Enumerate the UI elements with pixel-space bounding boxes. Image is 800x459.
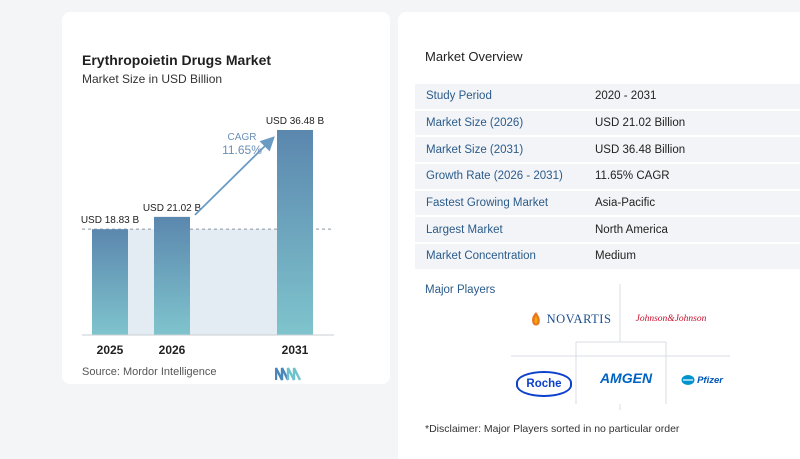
cagr-label: CAGR xyxy=(228,132,257,143)
major-players-title: Major Players xyxy=(425,284,496,296)
data-label-2025: USD 18.83 B xyxy=(81,215,140,226)
overview-row-concentration: Market Concentration Medium xyxy=(415,244,800,271)
data-label-2031: USD 36.48 B xyxy=(266,116,325,127)
overview-row-growth-rate: Growth Rate (2026 - 2031) 11.65% CAGR xyxy=(415,164,800,191)
row-label: Largest Market xyxy=(426,223,503,236)
tick-label-2025: 2025 xyxy=(97,343,124,357)
row-label: Market Size (2031) xyxy=(426,143,524,156)
overview-row-study-period: Study Period 2020 - 2031 xyxy=(415,84,800,111)
row-value: North America xyxy=(595,223,668,236)
tick-label-2026: 2026 xyxy=(159,343,186,357)
row-label: Market Size (2026) xyxy=(426,117,524,130)
overview-row-largest-market: Largest Market North America xyxy=(415,217,800,245)
row-label: Growth Rate (2026 - 2031) xyxy=(426,170,563,183)
chart-card: Erythropoietin Drugs Market Market Size … xyxy=(62,12,390,384)
row-value: Medium xyxy=(595,250,636,263)
overview-table: Study Period 2020 - 2031 Market Size (20… xyxy=(415,84,800,271)
novartis-logo-text: NOVARTIS xyxy=(546,311,612,326)
disclaimer-text: *Disclaimer: Major Players sorted in no … xyxy=(425,423,680,435)
overview-row-market-size-2031: Market Size (2031) USD 36.48 Billion xyxy=(415,137,800,165)
players-grid-lines xyxy=(511,284,730,410)
row-value: 11.65% CAGR xyxy=(595,170,670,183)
row-value: USD 36.48 Billion xyxy=(595,143,686,156)
row-value: Asia-Pacific xyxy=(595,197,656,210)
overview-row-fastest-growing: Fastest Growing Market Asia-Pacific xyxy=(415,190,800,218)
bar-2031 xyxy=(277,130,313,335)
row-label: Market Concentration xyxy=(426,250,536,263)
cagr-value: 11.65% xyxy=(222,143,262,157)
market-overview-panel: Market Overview Study Period 2020 - 2031… xyxy=(398,12,800,459)
overview-title: Market Overview xyxy=(425,49,523,64)
bar-chart: USD 18.83 B 2025 USD 21.02 B 2026 USD 36.48 … xyxy=(81,116,334,357)
cagr-arrow xyxy=(194,136,275,216)
row-value: 2020 - 2031 xyxy=(595,90,657,103)
reference-area xyxy=(128,229,277,335)
source-text: Source: Mordor Intelligence xyxy=(82,366,217,378)
amgen-logo: AMGEN xyxy=(599,370,653,386)
tick-label-2031: 2031 xyxy=(282,343,309,357)
pfizer-pill-icon xyxy=(681,375,695,385)
overview-row-market-size-2026: Market Size (2026) USD 21.02 Billion xyxy=(415,110,800,138)
mordor-logo-icon xyxy=(275,367,301,381)
pfizer-logo-text: Pfizer xyxy=(697,374,723,386)
row-value: USD 21.02 Billion xyxy=(595,117,686,130)
johnson-and-johnson-logo: Johnson&Johnson xyxy=(635,314,707,324)
row-label: Study Period xyxy=(426,90,492,103)
row-label: Fastest Growing Market xyxy=(426,197,549,210)
bar-2026 xyxy=(154,216,190,335)
novartis-logo: NOVARTIS xyxy=(522,308,618,330)
chart-title: Erythropoietin Drugs Market xyxy=(82,52,272,68)
roche-logo: Roche xyxy=(516,371,572,397)
data-label-2026: USD 21.02 B xyxy=(143,203,202,214)
novartis-flame-icon xyxy=(531,312,540,326)
chart-subtitle: Market Size in USD Billion xyxy=(82,72,223,86)
bar-2025 xyxy=(92,229,128,335)
pfizer-logo: Pfizer xyxy=(678,369,726,391)
